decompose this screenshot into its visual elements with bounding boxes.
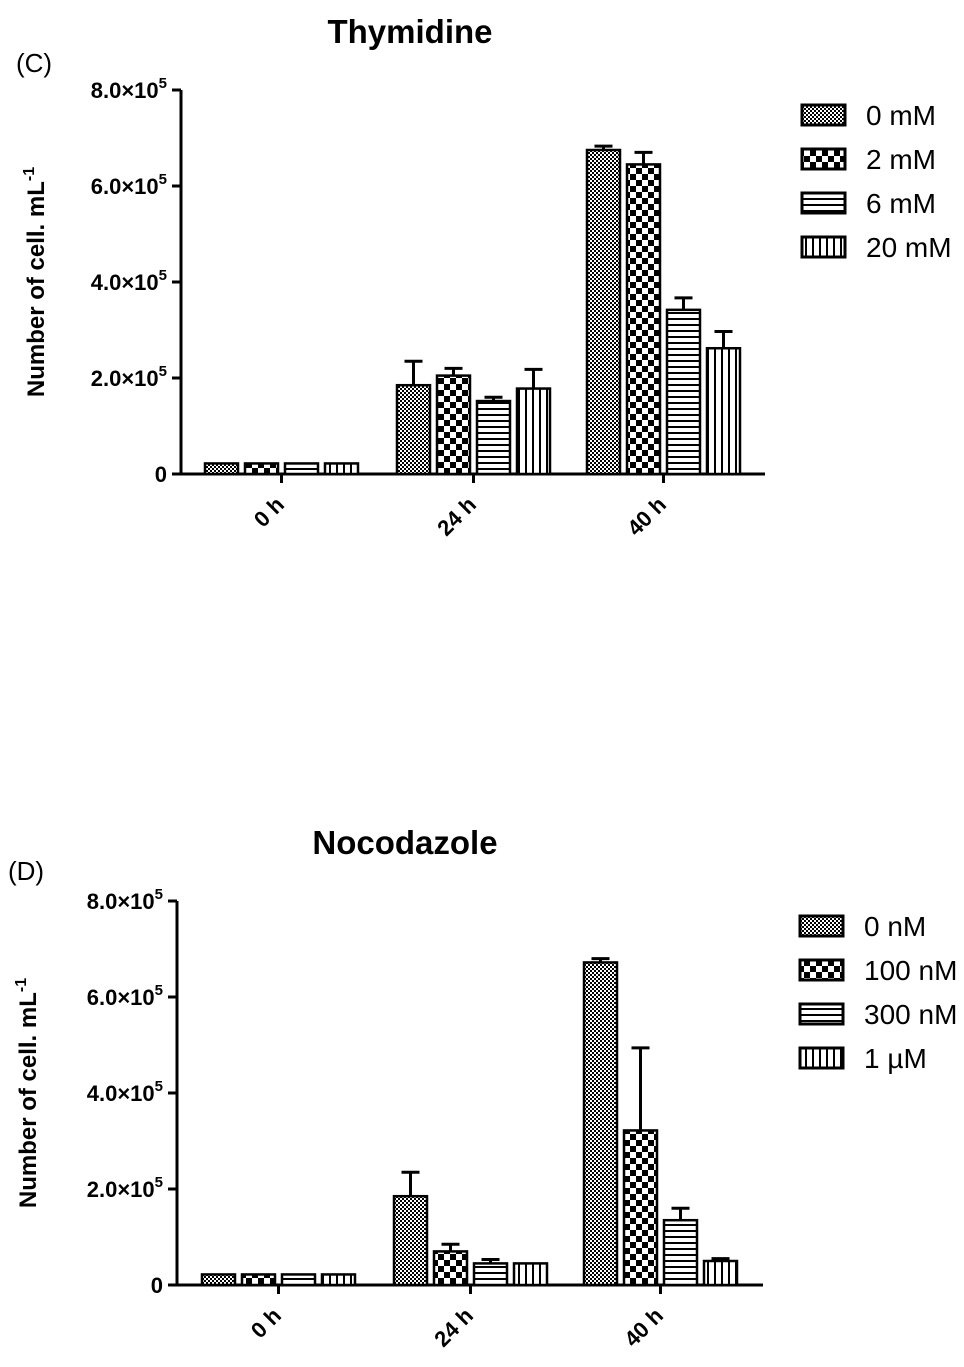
- x-tick-label: 0 h: [246, 1303, 286, 1343]
- bar: [280, 1273, 317, 1287]
- panel-label: (C): [16, 48, 52, 78]
- bar: [472, 1262, 509, 1287]
- bar: [283, 462, 320, 476]
- legend-swatch: [798, 958, 845, 982]
- x-tick-label: 40 h: [622, 492, 671, 541]
- bar: [320, 1273, 357, 1287]
- panel-label: (D): [8, 856, 44, 886]
- y-tick-label: 8.0×105: [87, 886, 163, 914]
- bar: [203, 462, 240, 476]
- bar: [705, 346, 742, 476]
- legend-swatch: [800, 235, 847, 259]
- y-tick-label: 0: [155, 462, 167, 487]
- legend-label: 0 nM: [864, 911, 926, 942]
- legend-swatch: [798, 1002, 845, 1026]
- y-tick-label: 4.0×105: [91, 267, 167, 295]
- legend-label: 0 mM: [866, 100, 936, 131]
- bar: [323, 462, 360, 476]
- bar: [395, 383, 432, 476]
- bar: [512, 1262, 549, 1287]
- legend-label: 300 nM: [864, 999, 957, 1030]
- bar: [200, 1273, 237, 1287]
- bar: [432, 1250, 469, 1287]
- bar: [622, 1129, 659, 1287]
- y-axis-label: Number of cell. mL-1: [21, 167, 50, 397]
- legend-label: 6 mM: [866, 188, 936, 219]
- bar: [392, 1194, 429, 1287]
- y-tick-label: 0: [151, 1273, 163, 1298]
- x-tick-label: 24 h: [432, 492, 481, 541]
- bar: [240, 1273, 277, 1287]
- legend-label: 1 µM: [864, 1043, 927, 1074]
- bar: [582, 961, 619, 1287]
- bar: [515, 387, 552, 476]
- legend-swatch: [800, 147, 847, 171]
- legend-swatch: [798, 914, 845, 938]
- x-tick-label: 0 h: [249, 492, 289, 532]
- x-tick-label: 24 h: [429, 1303, 478, 1352]
- bar: [662, 1218, 699, 1287]
- bar: [665, 308, 702, 476]
- bar: [435, 374, 472, 476]
- chart-title: Nocodazole: [312, 824, 497, 861]
- y-tick-label: 6.0×105: [87, 982, 163, 1010]
- y-tick-label: 4.0×105: [87, 1078, 163, 1106]
- bar: [243, 462, 280, 476]
- bar: [625, 163, 662, 476]
- legend-label: 20 mM: [866, 232, 952, 263]
- chart-nocodazole: Nocodazole (D) Number of cell. mL-1 0 2.0…: [8, 824, 957, 1352]
- legend-label: 2 mM: [866, 144, 936, 175]
- bar: [702, 1259, 739, 1287]
- legend-swatch: [800, 191, 847, 215]
- chart-thymidine: Thymidine (C) Number of cell. mL-1 0 2.0×…: [16, 13, 952, 541]
- y-tick-label: 8.0×105: [91, 75, 167, 103]
- y-tick-label: 6.0×105: [91, 171, 167, 199]
- legend-swatch: [798, 1046, 845, 1070]
- y-tick-label: 2.0×105: [87, 1174, 163, 1202]
- y-tick-label: 2.0×105: [91, 363, 167, 391]
- bar: [475, 399, 512, 476]
- legend-label: 100 nM: [864, 955, 957, 986]
- x-tick-label: 40 h: [619, 1303, 668, 1352]
- chart-title: Thymidine: [327, 13, 492, 50]
- y-axis-label: Number of cell. mL-1: [13, 978, 42, 1208]
- bar: [585, 148, 622, 476]
- legend-swatch: [800, 103, 847, 127]
